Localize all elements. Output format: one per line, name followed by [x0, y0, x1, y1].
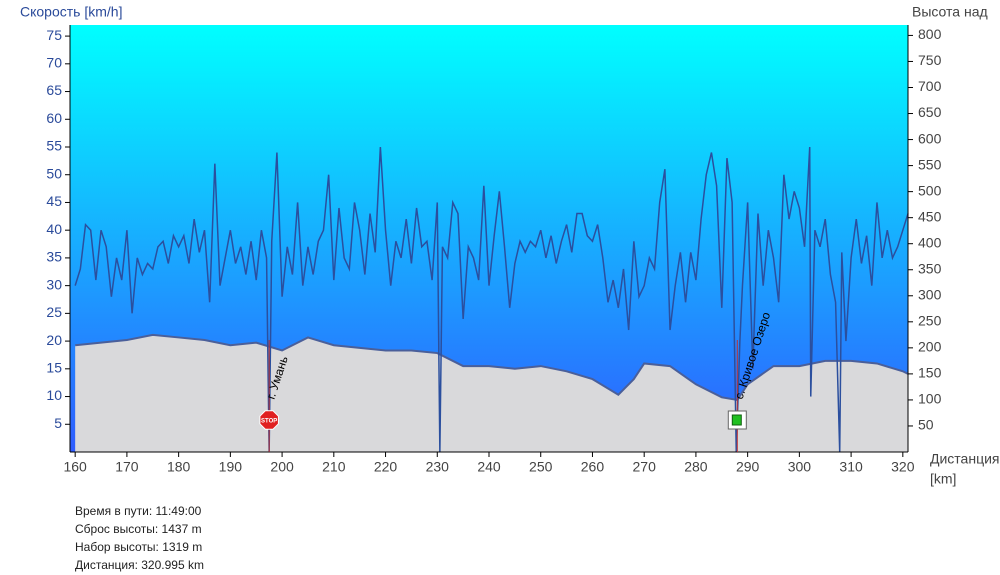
- y-tick-label: 5: [54, 415, 62, 431]
- y-tick-label: 15: [46, 360, 62, 376]
- y2-tick-label: 550: [918, 156, 942, 172]
- x-tick-label: 310: [839, 459, 863, 475]
- x-tick-label: 290: [736, 459, 760, 475]
- fuel-icon-body: [731, 414, 742, 426]
- y-tick-label: 40: [46, 221, 62, 237]
- x-tick-label: 280: [684, 459, 708, 475]
- x-tick-label: 240: [477, 459, 501, 475]
- x-axis-label: Дистанция: [930, 451, 1000, 467]
- x-tick-label: 220: [374, 459, 398, 475]
- y-tick-label: 30: [46, 276, 62, 292]
- y-tick-label: 60: [46, 110, 62, 126]
- x-tick-label: 250: [529, 459, 553, 475]
- stop-icon-text: STOP: [261, 419, 277, 425]
- x-tick-label: 190: [219, 459, 243, 475]
- y2-tick-label: 100: [918, 391, 942, 407]
- x-tick-label: 270: [633, 459, 657, 475]
- y-tick-label: 70: [46, 55, 62, 71]
- y2-tick-label: 150: [918, 365, 942, 381]
- y2-tick-label: 400: [918, 234, 942, 250]
- y-tick-label: 35: [46, 249, 62, 265]
- y-axis-label: Скорость [km/h]: [20, 4, 122, 20]
- y-tick-label: 20: [46, 332, 62, 348]
- x-tick-label: 260: [581, 459, 605, 475]
- speed-line: [74, 146, 909, 453]
- y2-tick-label: 650: [918, 104, 942, 120]
- y2-tick-label: 800: [918, 26, 942, 42]
- x-tick-label: 170: [115, 459, 139, 475]
- y-tick-label: 45: [46, 193, 62, 209]
- x-tick-label: 230: [426, 459, 450, 475]
- x-tick-label: 210: [322, 459, 346, 475]
- y-tick-label: 50: [46, 165, 62, 181]
- x-tick-label: 160: [63, 459, 87, 475]
- x-tick-label: 200: [270, 459, 294, 475]
- stop-icon: [259, 410, 279, 430]
- y2-tick-label: 500: [918, 182, 942, 198]
- y2-axis-label: Высота над: [912, 4, 988, 20]
- x-axis-label: [km]: [930, 471, 956, 487]
- y2-tick-label: 50: [918, 417, 934, 433]
- y-tick-label: 10: [46, 387, 62, 403]
- x-tick-label: 180: [167, 459, 191, 475]
- y-tick-label: 55: [46, 138, 62, 154]
- y2-tick-label: 350: [918, 260, 942, 276]
- info-text: Дистанция: 320.995 km: [75, 558, 204, 572]
- y2-tick-label: 200: [918, 339, 942, 355]
- y-tick-label: 65: [46, 82, 62, 98]
- info-text: Время в пути: 11:49:00: [75, 504, 202, 518]
- y-tick-label: 75: [46, 27, 62, 43]
- y2-tick-label: 600: [918, 130, 942, 146]
- y2-tick-label: 700: [918, 78, 942, 94]
- elevation-line: [75, 333, 909, 402]
- y2-tick-label: 250: [918, 313, 942, 329]
- y2-tick-label: 300: [918, 286, 942, 302]
- y2-tick-label: 450: [918, 208, 942, 224]
- x-tick-label: 300: [788, 459, 812, 475]
- y-tick-label: 25: [46, 304, 62, 320]
- info-text: Набор высоты: 1319 m: [75, 540, 202, 554]
- info-text: Сброс высоты: 1437 m: [75, 522, 202, 536]
- y2-tick-label: 750: [918, 52, 942, 68]
- elevation-fill: [75, 334, 908, 452]
- x-tick-label: 320: [891, 459, 915, 475]
